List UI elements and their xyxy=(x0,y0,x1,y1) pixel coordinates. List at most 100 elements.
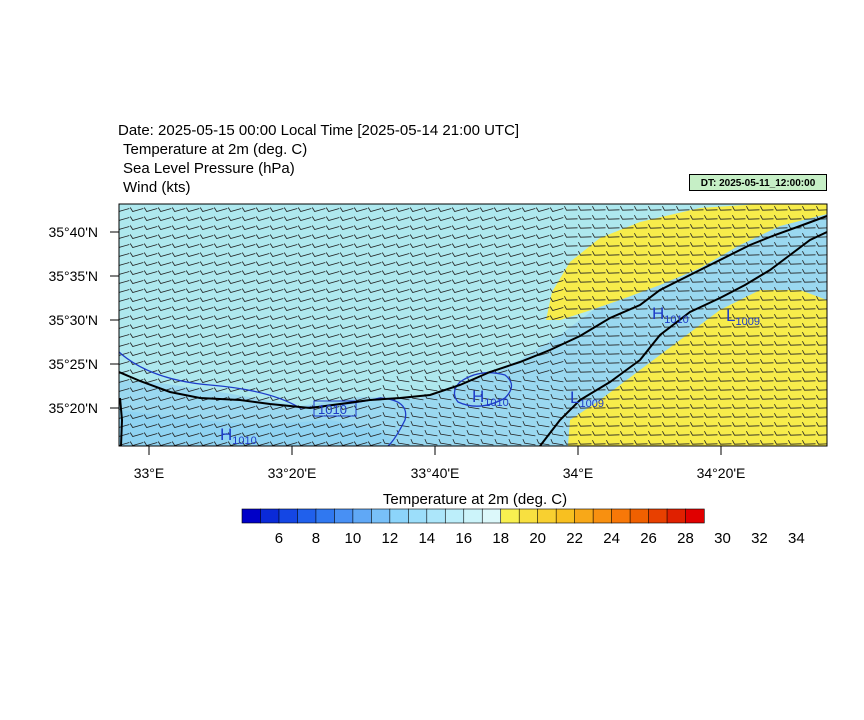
wind-barb xyxy=(816,206,827,211)
wind-barb xyxy=(241,225,256,230)
wind-barb xyxy=(241,360,256,365)
wind-barb xyxy=(185,315,200,320)
wind-barb xyxy=(494,402,508,410)
wind-barb xyxy=(634,278,648,283)
wind-barb xyxy=(185,297,200,302)
wind-barb xyxy=(325,432,340,437)
wind-barb xyxy=(437,279,452,284)
wind-barb xyxy=(816,287,827,292)
wind-barb xyxy=(353,342,368,347)
wind-barb xyxy=(227,414,242,419)
wind-barb xyxy=(521,342,536,347)
wind-barb xyxy=(788,305,802,310)
wind-barb xyxy=(592,287,606,292)
wind-barb xyxy=(550,384,564,392)
wind-barb xyxy=(634,368,648,373)
wind-barb xyxy=(522,420,536,428)
wind-barb xyxy=(213,351,228,356)
wind-barb xyxy=(648,422,662,427)
wind-barb xyxy=(199,360,214,365)
wind-barb xyxy=(493,360,508,365)
wind-barb xyxy=(382,429,396,437)
wind-barb xyxy=(816,296,827,301)
wind-barb xyxy=(451,243,466,248)
wind-barb xyxy=(802,260,816,265)
wind-barb xyxy=(129,279,144,284)
wind-barb xyxy=(409,315,424,320)
wind-barb xyxy=(119,262,130,266)
wind-barb xyxy=(255,270,270,275)
wind-barb xyxy=(119,442,130,446)
wind-barb xyxy=(788,260,802,265)
wind-barb xyxy=(171,432,186,437)
wind-barb xyxy=(521,270,536,275)
wind-barb xyxy=(325,351,340,356)
wind-barb xyxy=(381,261,396,266)
wind-barb xyxy=(227,369,242,374)
wind-barb xyxy=(774,377,788,382)
wind-barb xyxy=(535,288,550,293)
wind-barb xyxy=(676,386,690,391)
wind-barb xyxy=(241,207,256,212)
wind-barb xyxy=(353,252,368,257)
wind-barb xyxy=(648,278,662,283)
wind-barb xyxy=(157,279,172,284)
wind-barb xyxy=(704,359,718,364)
wind-barb xyxy=(353,261,368,266)
wind-barb xyxy=(241,216,256,221)
wind-barb xyxy=(255,252,270,257)
wind-barb xyxy=(774,350,788,355)
wind-barb xyxy=(213,288,228,293)
wind-barb xyxy=(451,279,466,284)
colorbar-label: 34 xyxy=(788,530,805,547)
wind-barb xyxy=(325,360,340,365)
wind-barb xyxy=(676,323,690,328)
wind-barb xyxy=(549,315,564,320)
wind-barb xyxy=(129,333,144,338)
wind-barb xyxy=(297,225,312,230)
wind-barb xyxy=(746,233,760,238)
wind-barb xyxy=(760,287,774,292)
wind-barb xyxy=(620,422,634,427)
wind-barb xyxy=(283,207,298,212)
wind-barb xyxy=(634,314,648,319)
wind-barb xyxy=(353,333,368,338)
wind-barb xyxy=(451,351,466,356)
wind-barb xyxy=(508,429,522,437)
wind-barb xyxy=(410,429,424,437)
wind-barb xyxy=(550,375,564,383)
wind-barb xyxy=(550,393,564,401)
wind-barb xyxy=(199,315,214,320)
wind-barb xyxy=(129,297,144,302)
wind-barb xyxy=(676,422,690,427)
wind-barb xyxy=(816,323,827,328)
wind-barb xyxy=(620,350,634,355)
wind-barb xyxy=(606,323,620,328)
wind-barb xyxy=(465,279,480,284)
wind-barb xyxy=(157,324,172,329)
wind-barb xyxy=(353,225,368,230)
wind-barb xyxy=(606,386,620,391)
wind-barb xyxy=(451,261,466,266)
wind-barb xyxy=(704,440,718,445)
wind-barb xyxy=(816,422,827,427)
wind-barb xyxy=(213,324,228,329)
wind-barb xyxy=(704,233,718,238)
wind-barb xyxy=(143,396,158,401)
wind-barb xyxy=(564,395,578,400)
wind-barb xyxy=(437,225,452,230)
wind-barb xyxy=(367,360,382,365)
wind-barb xyxy=(367,369,382,374)
wind-barb xyxy=(564,233,578,238)
wind-barb xyxy=(676,215,690,220)
wind-barb xyxy=(760,422,774,427)
wind-barb xyxy=(255,315,270,320)
wind-barb xyxy=(606,206,620,211)
wind-barb xyxy=(185,333,200,338)
wind-barb xyxy=(339,243,354,248)
wind-barb xyxy=(297,333,312,338)
wind-barb xyxy=(535,225,550,230)
wind-barb xyxy=(451,216,466,221)
wind-barb xyxy=(395,333,410,338)
wind-barb xyxy=(802,332,816,337)
